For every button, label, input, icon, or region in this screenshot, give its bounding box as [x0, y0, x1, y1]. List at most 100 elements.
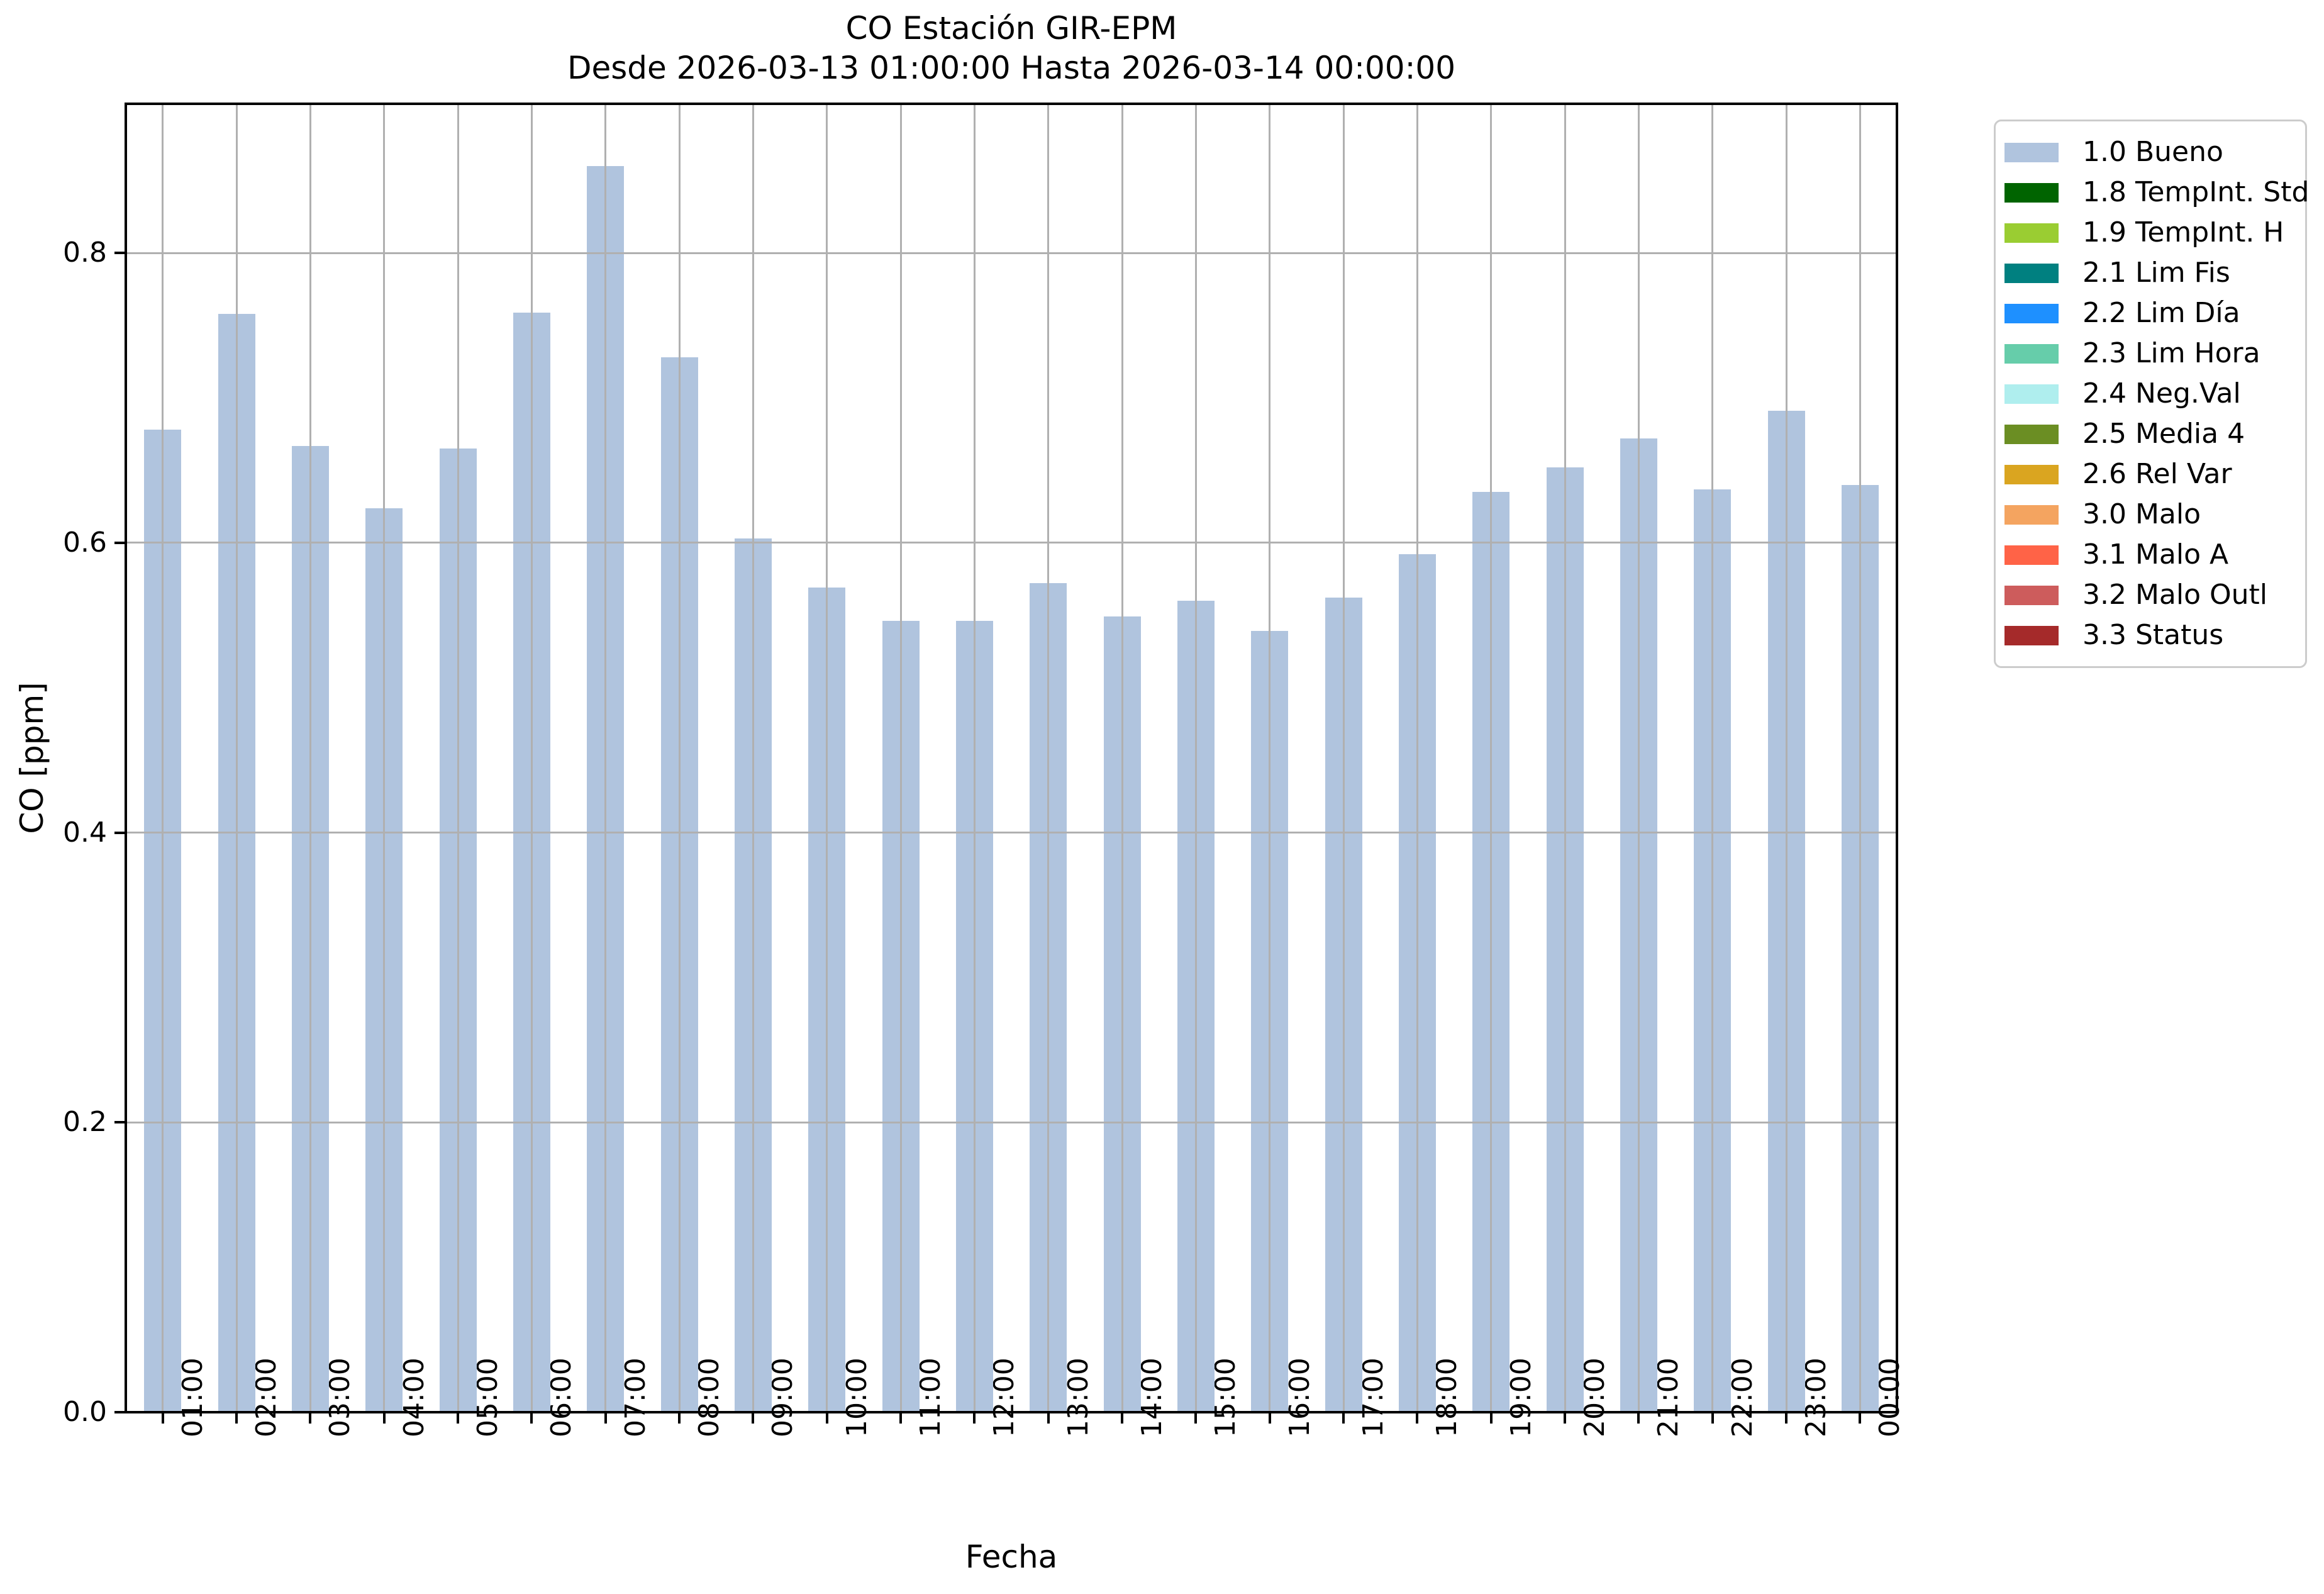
legend-item: 3.2 Malo Outl [2004, 575, 2296, 615]
legend-label: 2.1 Lim Fis [2082, 257, 2230, 289]
x-gridline-05:00 [457, 104, 459, 1412]
legend-label: 3.1 Malo A [2082, 538, 2229, 571]
y-tick-mark-0.8 [114, 252, 125, 255]
x-axis-label: Fecha [965, 1539, 1058, 1575]
x-tick-label: 22:00 [1726, 1357, 1759, 1437]
x-tick-label: 03:00 [324, 1357, 357, 1437]
x-gridline-14:00 [1121, 104, 1123, 1412]
legend-swatch-icon [2004, 585, 2059, 605]
x-gridline-13:00 [1047, 104, 1050, 1412]
x-gridline-01:00 [162, 104, 164, 1412]
legend-item: 2.4 Neg.Val [2004, 374, 2296, 414]
x-tick-mark-04:00 [382, 1412, 386, 1424]
y-gridline-0.2 [126, 1121, 1897, 1123]
x-tick-mark-20:00 [1564, 1412, 1566, 1424]
x-tick-mark-22:00 [1711, 1412, 1714, 1424]
legend-swatch-icon [2004, 303, 2059, 323]
y-gridline-0.4 [126, 832, 1897, 834]
x-tick-mark-13:00 [1047, 1412, 1050, 1424]
legend-swatch-icon [2004, 343, 2059, 364]
y-tick-label: 0.0 [63, 1396, 107, 1428]
y-tick-mark-0.2 [114, 1121, 125, 1124]
y-tick-mark-0.6 [114, 541, 125, 544]
legend-item: 3.0 Malo [2004, 494, 2296, 535]
x-tick-label: 01:00 [176, 1357, 209, 1437]
x-tick-label: 18:00 [1431, 1357, 1464, 1437]
x-tick-mark-03:00 [309, 1412, 312, 1424]
x-tick-label: 15:00 [1209, 1357, 1242, 1437]
legend-swatch-icon [2004, 384, 2059, 404]
x-gridline-03:00 [309, 104, 311, 1412]
x-tick-label: 05:00 [472, 1357, 504, 1437]
x-tick-mark-18:00 [1416, 1412, 1419, 1424]
x-tick-mark-09:00 [752, 1412, 755, 1424]
x-gridline-08:00 [678, 104, 681, 1412]
legend-swatch-icon [2004, 504, 2059, 525]
y-tick-mark-0.0 [114, 1411, 125, 1413]
x-gridline-00:00 [1859, 104, 1861, 1412]
x-gridline-02:00 [235, 104, 238, 1412]
top-spine [125, 103, 1898, 105]
x-tick-mark-21:00 [1637, 1412, 1640, 1424]
legend-label: 3.0 Malo [2082, 498, 2201, 530]
y-tick-mark-0.4 [114, 831, 125, 834]
x-tick-label: 21:00 [1652, 1357, 1685, 1437]
x-tick-mark-05:00 [457, 1412, 459, 1424]
legend-swatch-icon [2004, 223, 2059, 243]
x-gridline-11:00 [899, 104, 902, 1412]
legend-swatch-icon [2004, 424, 2059, 444]
x-gridline-18:00 [1416, 104, 1418, 1412]
legend-label: 3.2 Malo Outl [2082, 579, 2268, 611]
x-tick-label: 23:00 [1800, 1357, 1832, 1437]
y-tick-label: 0.6 [63, 526, 107, 559]
y-axis-label: CO [ppm] [14, 682, 50, 834]
x-tick-mark-02:00 [235, 1412, 238, 1424]
x-tick-mark-12:00 [973, 1412, 976, 1424]
chart-title-block: CO Estación GIR-EPM Desde 2026-03-13 01:… [567, 9, 1455, 88]
legend-item: 2.1 Lim Fis [2004, 253, 2296, 293]
legend-item: 1.0 Bueno [2004, 132, 2296, 172]
legend-item: 3.1 Malo A [2004, 535, 2296, 575]
x-tick-label: 00:00 [1874, 1357, 1906, 1437]
x-tick-label: 11:00 [915, 1357, 947, 1437]
right-spine [1896, 103, 1898, 1413]
legend-item: 2.6 Rel Var [2004, 454, 2296, 494]
x-gridline-20:00 [1564, 104, 1566, 1412]
x-tick-label: 09:00 [767, 1357, 799, 1437]
y-gridline-0.8 [126, 252, 1897, 254]
x-tick-mark-17:00 [1342, 1412, 1345, 1424]
legend-item: 3.3 Status [2004, 615, 2296, 655]
x-gridline-04:00 [383, 104, 386, 1412]
legend-label: 1.8 TempInt. Std [2082, 176, 2310, 208]
legend-label: 2.5 Media 4 [2082, 418, 2245, 450]
legend-swatch-icon [2004, 142, 2059, 162]
legend-label: 2.4 Neg.Val [2082, 377, 2241, 410]
x-gridline-09:00 [752, 104, 754, 1412]
x-gridline-22:00 [1711, 104, 1714, 1412]
x-gridline-23:00 [1785, 104, 1787, 1412]
legend-label: 2.3 Lim Hora [2082, 337, 2260, 369]
x-tick-mark-11:00 [899, 1412, 902, 1424]
legend-label: 2.2 Lim Día [2082, 297, 2240, 329]
x-tick-label: 20:00 [1579, 1357, 1611, 1437]
chart-title: CO Estación GIR-EPM [845, 10, 1177, 47]
legend-item: 2.3 Lim Hora [2004, 333, 2296, 374]
x-gridline-06:00 [530, 104, 533, 1412]
legend-item: 2.2 Lim Día [2004, 293, 2296, 333]
legend-item: 2.5 Media 4 [2004, 414, 2296, 454]
x-tick-mark-07:00 [604, 1412, 607, 1424]
left-spine [125, 103, 127, 1413]
legend-item: 1.9 TempInt. H [2004, 213, 2296, 253]
x-tick-mark-00:00 [1859, 1412, 1862, 1424]
x-gridline-16:00 [1269, 104, 1271, 1412]
legend-swatch-icon [2004, 182, 2059, 203]
x-tick-mark-15:00 [1194, 1412, 1198, 1424]
x-gridline-21:00 [1637, 104, 1640, 1412]
y-gridline-0.6 [126, 542, 1897, 544]
x-tick-mark-06:00 [530, 1412, 533, 1424]
x-tick-label: 07:00 [619, 1357, 652, 1437]
chart-subtitle: Desde 2026-03-13 01:00:00 Hasta 2026-03-… [567, 50, 1456, 86]
x-tick-mark-14:00 [1121, 1412, 1123, 1424]
x-tick-label: 06:00 [545, 1357, 578, 1437]
